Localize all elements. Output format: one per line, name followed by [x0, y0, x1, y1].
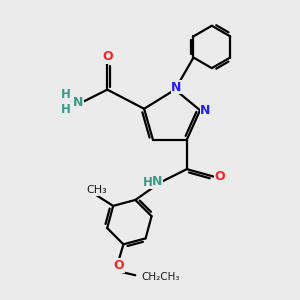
Text: N: N	[171, 81, 182, 94]
Text: N: N	[73, 95, 84, 109]
Text: N: N	[200, 104, 211, 117]
Text: H: H	[143, 176, 153, 189]
Text: H: H	[61, 103, 71, 116]
Text: O: O	[214, 170, 225, 183]
Text: O: O	[102, 50, 112, 63]
Text: CH₃: CH₃	[86, 185, 107, 195]
Text: N: N	[152, 175, 163, 188]
Text: CH₂CH₃: CH₂CH₃	[141, 272, 180, 282]
Text: O: O	[114, 259, 124, 272]
Text: H: H	[61, 88, 71, 101]
